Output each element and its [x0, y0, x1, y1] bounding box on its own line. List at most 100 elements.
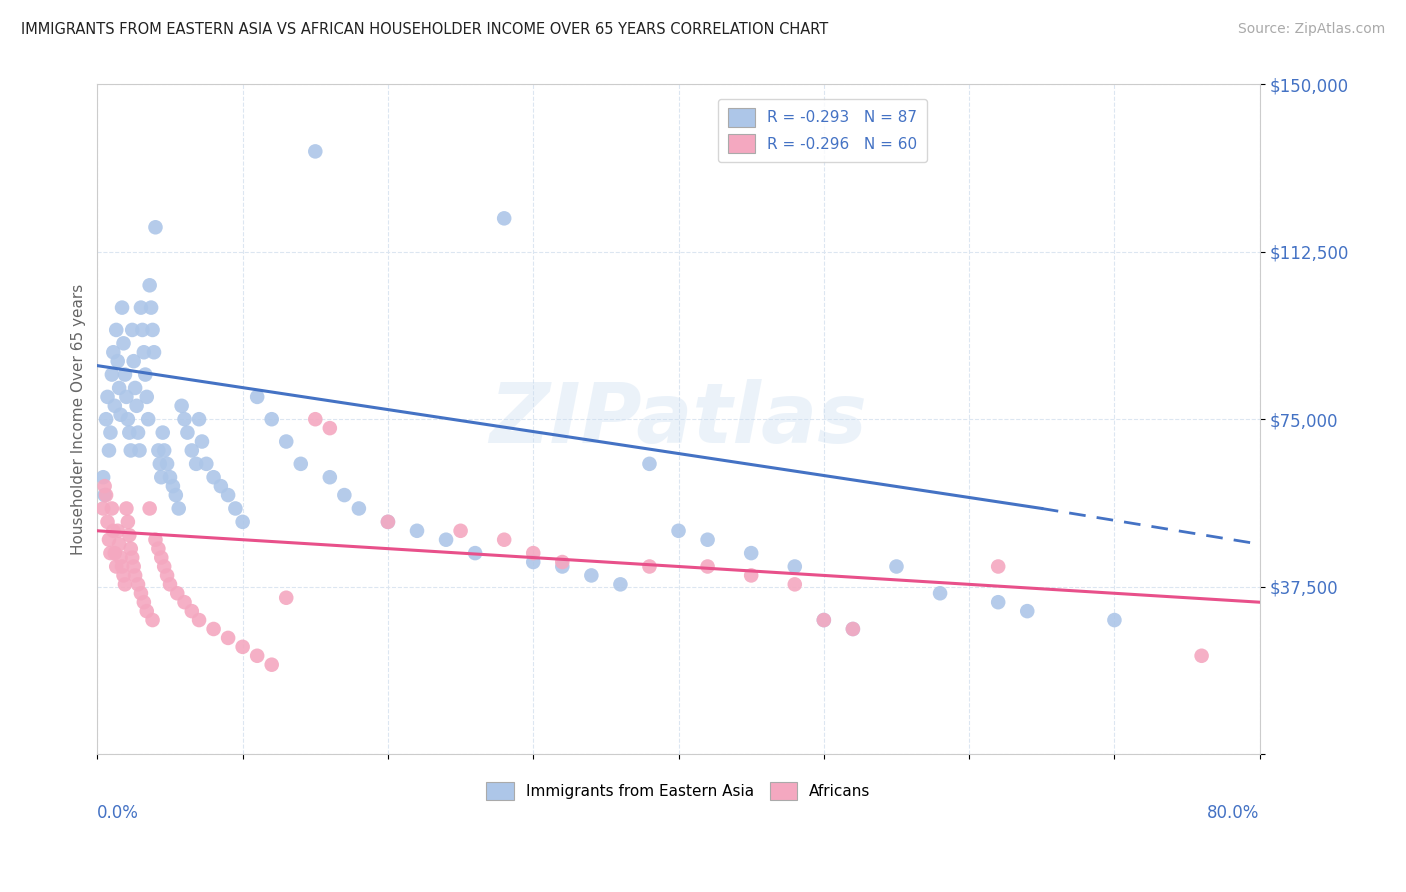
Point — [165, 488, 187, 502]
Point — [434, 533, 457, 547]
Point — [276, 591, 298, 605]
Point — [108, 381, 131, 395]
Point — [783, 559, 806, 574]
Point — [129, 586, 152, 600]
Point — [551, 559, 574, 574]
Point — [232, 515, 254, 529]
Point — [100, 425, 122, 440]
Point — [153, 559, 176, 574]
Point — [149, 457, 172, 471]
Point — [142, 323, 165, 337]
Point — [98, 533, 121, 547]
Point — [103, 345, 125, 359]
Point — [124, 381, 146, 395]
Point — [319, 470, 342, 484]
Point — [522, 555, 544, 569]
Point — [740, 568, 762, 582]
Point — [522, 546, 544, 560]
Point — [121, 323, 143, 337]
Point — [129, 301, 152, 315]
Point — [191, 434, 214, 449]
Point — [104, 546, 127, 560]
Point — [156, 568, 179, 582]
Point — [107, 354, 129, 368]
Point — [131, 323, 153, 337]
Point — [638, 559, 661, 574]
Point — [246, 648, 269, 663]
Point — [136, 412, 159, 426]
Text: ZIPatlas: ZIPatlas — [489, 379, 868, 459]
Point — [110, 408, 132, 422]
Point — [117, 515, 139, 529]
Point — [209, 479, 232, 493]
Point — [112, 568, 135, 582]
Point — [170, 399, 193, 413]
Point — [107, 524, 129, 538]
Text: IMMIGRANTS FROM EASTERN ASIA VS AFRICAN HOUSEHOLDER INCOME OVER 65 YEARS CORRELA: IMMIGRANTS FROM EASTERN ASIA VS AFRICAN … — [21, 22, 828, 37]
Point — [276, 434, 298, 449]
Point — [987, 595, 1010, 609]
Point — [377, 515, 399, 529]
Point — [156, 457, 179, 471]
Point — [114, 577, 136, 591]
Point — [143, 345, 166, 359]
Point — [167, 501, 190, 516]
Point — [103, 524, 125, 538]
Point — [96, 390, 118, 404]
Point — [186, 457, 208, 471]
Point — [581, 568, 603, 582]
Point — [842, 622, 865, 636]
Point — [1017, 604, 1039, 618]
Point — [246, 390, 269, 404]
Point — [232, 640, 254, 654]
Point — [987, 559, 1010, 574]
Point — [1191, 648, 1213, 663]
Point — [162, 479, 184, 493]
Point — [813, 613, 835, 627]
Point — [304, 145, 326, 159]
Point — [138, 278, 160, 293]
Text: 80.0%: 80.0% — [1208, 805, 1260, 822]
Point — [188, 412, 211, 426]
Point — [142, 613, 165, 627]
Point — [159, 577, 181, 591]
Point — [668, 524, 690, 538]
Point — [121, 550, 143, 565]
Point — [94, 412, 117, 426]
Point — [94, 488, 117, 502]
Point — [195, 457, 218, 471]
Point — [304, 412, 326, 426]
Point — [118, 425, 141, 440]
Point — [135, 390, 157, 404]
Point — [118, 528, 141, 542]
Point — [152, 425, 174, 440]
Point — [124, 568, 146, 582]
Point — [842, 622, 865, 636]
Point — [166, 586, 188, 600]
Point — [929, 586, 952, 600]
Point — [96, 515, 118, 529]
Point — [150, 550, 173, 565]
Point — [638, 457, 661, 471]
Point — [132, 595, 155, 609]
Point — [98, 443, 121, 458]
Point — [696, 559, 718, 574]
Point — [180, 443, 202, 458]
Point — [217, 631, 239, 645]
Point — [93, 479, 115, 493]
Text: Source: ZipAtlas.com: Source: ZipAtlas.com — [1237, 22, 1385, 37]
Point — [202, 470, 225, 484]
Point — [406, 524, 429, 538]
Point — [128, 443, 150, 458]
Point — [173, 412, 195, 426]
Point — [91, 501, 114, 516]
Point — [290, 457, 312, 471]
Point — [153, 443, 176, 458]
Point — [134, 368, 156, 382]
Point — [122, 354, 145, 368]
Point — [138, 501, 160, 516]
Point — [494, 533, 516, 547]
Point — [100, 546, 122, 560]
Point — [202, 622, 225, 636]
Point — [111, 301, 134, 315]
